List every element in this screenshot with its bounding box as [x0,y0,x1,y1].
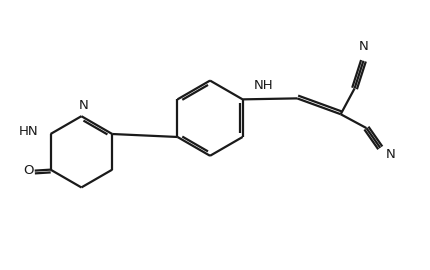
Text: NH: NH [254,79,274,92]
Text: N: N [79,99,88,112]
Text: O: O [24,164,34,177]
Text: HN: HN [19,124,39,137]
Text: N: N [386,148,396,161]
Text: N: N [359,40,369,53]
